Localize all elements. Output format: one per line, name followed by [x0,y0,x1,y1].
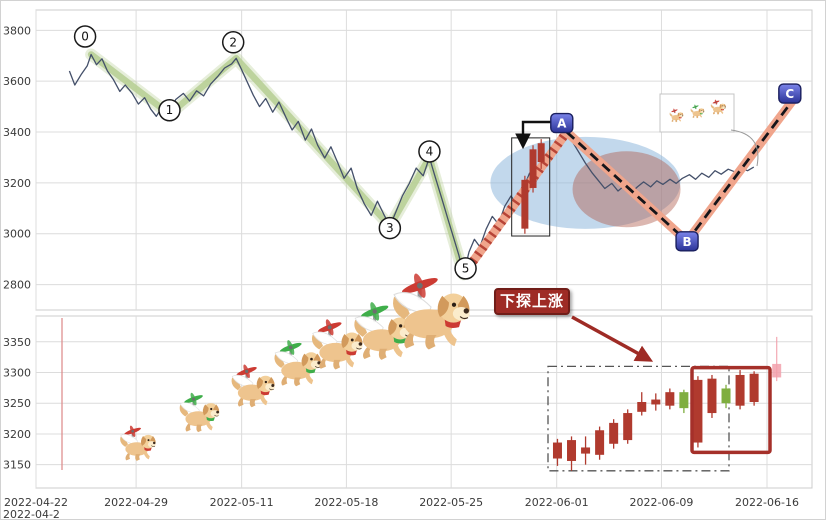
highlight-box [690,365,772,455]
candle-body [665,392,675,406]
candle-body [567,440,577,461]
y-tick-label: 3800 [3,24,31,37]
wave-letter-label: B [682,235,691,249]
candle-body [679,392,689,409]
x-tick-label: 2022-06-16 [735,496,799,509]
y-tick-label: 2800 [3,279,31,292]
y-tick-label: 3600 [3,75,31,88]
x-tick-label-partial: 2022-04-2 [3,508,60,520]
wave-letter-label: A [557,117,567,131]
pullback-arrow [515,120,551,150]
x-tick-label: 2022-05-25 [419,496,483,509]
wave-letter-badge [778,83,802,104]
candle-body [749,373,759,402]
flying-dog-icon [119,424,157,462]
y-tick-label: 3150 [3,459,31,472]
candle-body [721,388,731,404]
wave-number-label: 5 [462,261,470,275]
y-tick-label: 3400 [3,126,31,139]
candle-body [623,413,633,441]
flying-dog-icon [231,363,276,408]
wave-number-badge [418,140,441,163]
mini-candle-body [537,143,545,163]
x-tick-label: 2022-05-18 [314,496,378,509]
x-tick-label: 2022-04-29 [104,496,168,509]
candle-body [693,379,703,443]
x-tick-label: 2022-04-22 [4,496,68,509]
candle-body [609,422,619,444]
annotation-layer [571,315,654,362]
y-tick-label: 3200 [3,428,31,441]
y-tick-label: 3000 [3,228,31,241]
impulse-wave-glow [85,48,470,281]
price-line [68,53,755,276]
impulse-wave [87,51,467,278]
y-tick-label: 3250 [3,397,31,410]
flying-dog-icon [179,391,220,433]
x-tick-label: 2022-06-01 [525,496,589,509]
y-tick-label: 3300 [3,367,31,380]
wave-letter-label: C [785,87,794,101]
candle-body [595,430,605,455]
candlestick-panel [61,318,782,472]
wave-number-label: 4 [426,144,434,158]
annotation-arrow [571,315,654,362]
y-tick-label: 3200 [3,177,31,190]
flying-dog-icon [274,338,322,387]
x-tick-label: 2022-06-09 [629,496,693,509]
inset-connector [730,129,759,167]
wave-number-badge [73,25,97,48]
wave-number-badge [158,98,181,122]
wave-number-label: 2 [229,35,237,49]
candle-body [772,363,782,378]
wave-number-label: 1 [166,103,174,117]
wave-panel: 0 1 2 3 4 5 A B C [68,25,802,281]
wave-letter-badge [550,112,574,134]
mini-candle-body [521,179,529,229]
x-tick-label: 2022-05-11 [210,496,274,509]
wave-number-label: 3 [386,221,394,235]
dashdot-box [547,365,730,472]
wave-number-badge [454,257,477,280]
probe-rise-annotation-label: 下探上涨 [494,288,570,315]
mini-candle-body [529,149,537,188]
candle-body [581,447,591,454]
wave-number-badge [378,216,402,240]
wave-number-label: 0 [81,29,89,43]
wave-letter-badge [675,231,699,252]
wave-number-badge [221,31,245,54]
candle-body [552,442,562,459]
candle-body [735,374,745,406]
candle-body [637,402,647,412]
candle-body [707,378,717,414]
candle-body [651,399,661,405]
y-tick-label: 3350 [3,336,31,349]
